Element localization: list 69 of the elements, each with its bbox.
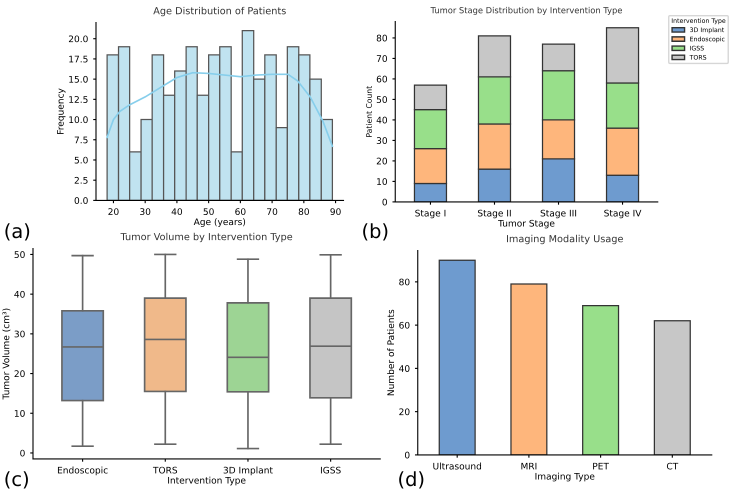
- text: (c): [5, 471, 28, 489]
- y-tick-label: 0.0: [74, 197, 88, 204]
- x-tick-label: 80: [298, 208, 309, 216]
- y-tick-label: 7.5: [74, 136, 88, 144]
- y-tick-label: 40: [14, 290, 25, 298]
- y-axis-title: Number of Patients: [387, 310, 394, 396]
- y-tick-label: 70: [376, 55, 388, 62]
- bar: [510, 283, 548, 455]
- x-axis-title: Intervention Type: [168, 476, 246, 486]
- y-tick-label: 80: [399, 278, 410, 286]
- y-tick-label: 2.5: [74, 176, 88, 184]
- x-tick-label: PET: [593, 462, 609, 470]
- y-tick-label: 0: [20, 450, 25, 457]
- chart-title: Tumor Stage Distribution by Intervention Type: [430, 6, 622, 15]
- x-axis-title: Age (years): [194, 218, 246, 227]
- y-tick-label: 20: [399, 408, 410, 416]
- chart-title: Age Distribution of Patients: [153, 6, 286, 16]
- bar: [582, 305, 620, 455]
- x-tick-label: 60: [235, 208, 246, 216]
- x-tick-label: IGSS: [320, 466, 341, 474]
- y-tick-label: 40: [376, 116, 388, 124]
- y-tick-label: 0: [404, 452, 410, 458]
- y-tick-label: 12.5: [69, 96, 88, 103]
- y-tick-label: 17.5: [69, 56, 88, 62]
- x-tick-label: 50: [204, 208, 214, 216]
- x-tick-label: Stage IV: [604, 210, 642, 218]
- x-tick-label: Stage II: [478, 210, 511, 218]
- y-tick-label: 20: [14, 370, 25, 378]
- text: (b): [363, 223, 388, 241]
- y-tick-label: 0: [382, 198, 388, 206]
- x-axis-title: Tumor Stage: [498, 220, 554, 228]
- y-axis-title: Tumor Volume (cm³): [2, 308, 10, 400]
- y-tick-label: 50: [376, 96, 388, 103]
- y-tick-label: 30: [376, 137, 388, 144]
- x-tick-label: 70: [267, 208, 278, 216]
- y-tick-label: 10.0: [69, 116, 88, 124]
- x-tick-label: Stage I: [415, 210, 446, 218]
- bar: [438, 260, 476, 455]
- x-tick-label: Stage III: [540, 210, 576, 218]
- y-tick-label: 40: [399, 365, 410, 372]
- x-tick-label: CT: [666, 462, 678, 470]
- x-tick-label: MRI: [521, 462, 536, 470]
- y-tick-label: 20.0: [68, 35, 88, 42]
- x-tick-label: 20: [108, 208, 119, 216]
- x-tick-label: TORS: [152, 466, 178, 474]
- bar: [654, 320, 691, 455]
- text: (d): [399, 471, 424, 489]
- chart-title: Tumor Volume by Intervention Type: [120, 232, 292, 242]
- y-tick-label: 5.0: [74, 156, 88, 164]
- x-tick-label: 90: [330, 208, 341, 216]
- x-axis-title: Imaging Type: [535, 472, 594, 482]
- y-tick-label: 80: [376, 34, 388, 42]
- y-axis-title: Frequency: [57, 88, 66, 134]
- y-tick-label: 30: [14, 330, 25, 338]
- y-tick-label: 20: [376, 158, 388, 164]
- y-tick-label: 60: [399, 322, 410, 329]
- y-tick-label: 50: [14, 251, 25, 258]
- chart-title: Imaging Modality Usage: [507, 234, 623, 244]
- y-tick-label: 10: [377, 178, 388, 185]
- y-tick-label: 60: [376, 76, 388, 82]
- x-tick-label: 30: [140, 208, 150, 216]
- y-tick-label: 15.0: [69, 76, 88, 83]
- text: (a): [5, 223, 30, 241]
- y-tick-label: 10: [14, 410, 25, 417]
- line-series: [106, 72, 334, 148]
- x-tick-label: Ultrasound: [433, 462, 482, 470]
- x-tick-label: 40: [172, 208, 182, 216]
- x-tick-label: 3D Implant: [224, 466, 273, 476]
- x-tick-label: Endoscopic: [58, 466, 108, 476]
